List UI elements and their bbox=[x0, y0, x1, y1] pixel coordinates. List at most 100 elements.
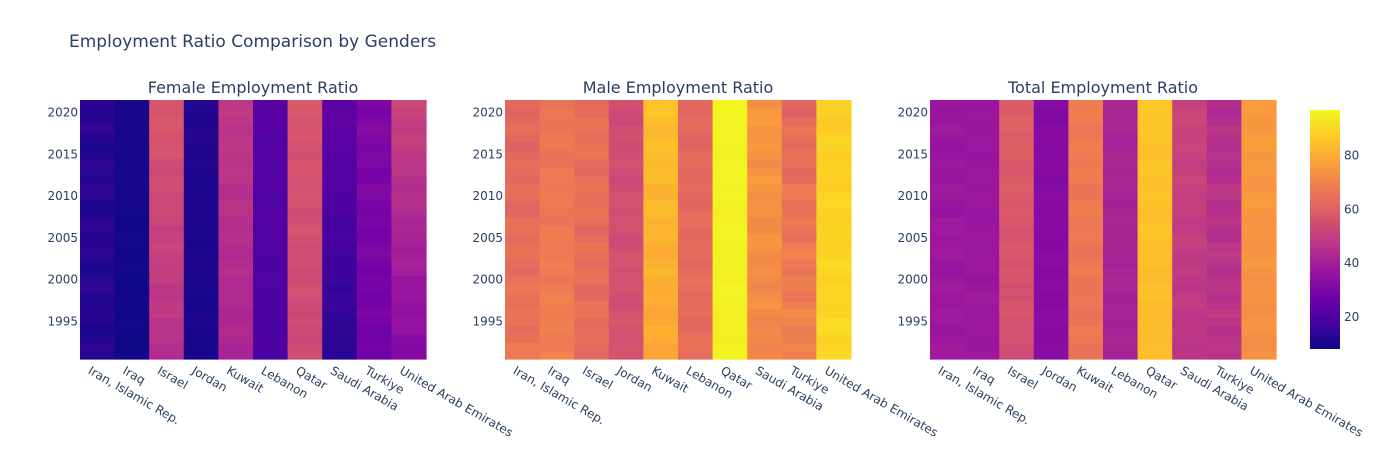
heatmap-cell bbox=[218, 158, 254, 168]
heatmap-cell bbox=[539, 200, 575, 210]
heatmap-cell bbox=[930, 258, 966, 268]
heatmap-cell bbox=[930, 292, 966, 302]
heatmap-cell bbox=[539, 300, 575, 310]
heatmap-cell bbox=[391, 216, 427, 226]
heatmap-cell bbox=[322, 175, 358, 185]
heatmap-cell bbox=[505, 283, 541, 293]
heatmap-cell bbox=[712, 300, 748, 310]
heatmap-cell bbox=[183, 258, 219, 268]
heatmap-cell bbox=[253, 275, 289, 285]
heatmap-cell bbox=[391, 183, 427, 193]
heatmap-cell bbox=[816, 283, 852, 293]
colorbar-tick-label: 80 bbox=[1344, 149, 1359, 163]
heatmap-cell bbox=[816, 258, 852, 268]
heatmap-cell bbox=[539, 183, 575, 193]
heatmap-cell bbox=[1206, 333, 1242, 343]
heatmap-cell bbox=[356, 191, 392, 201]
heatmap-cell bbox=[80, 308, 116, 318]
heatmap-cell bbox=[712, 283, 748, 293]
heatmap-cell bbox=[356, 275, 392, 285]
heatmap-cell bbox=[1241, 342, 1277, 352]
heatmap-cell bbox=[574, 208, 610, 218]
heatmap-cell bbox=[678, 183, 714, 193]
heatmap-cell bbox=[574, 292, 610, 302]
heatmap-cell bbox=[322, 125, 358, 135]
heatmap-cell bbox=[505, 108, 541, 118]
heatmap-cell bbox=[80, 150, 116, 160]
heatmap-cell bbox=[781, 216, 817, 226]
heatmap-cell bbox=[747, 150, 783, 160]
y-tick-label: 1995 bbox=[897, 314, 928, 328]
heatmap-cell bbox=[1172, 216, 1208, 226]
heatmap-cell bbox=[1103, 258, 1139, 268]
heatmap-cell bbox=[114, 267, 150, 277]
heatmap-cell bbox=[253, 267, 289, 277]
heatmap-cell bbox=[1241, 317, 1277, 327]
heatmap-cell bbox=[712, 208, 748, 218]
y-tick-label: 2020 bbox=[472, 106, 503, 120]
heatmap-cell bbox=[183, 175, 219, 185]
heatmap-cell bbox=[1206, 158, 1242, 168]
heatmap-cell bbox=[1103, 267, 1139, 277]
heatmap-cell bbox=[1206, 317, 1242, 327]
heatmap-cell bbox=[183, 216, 219, 226]
heatmap-cell bbox=[643, 175, 679, 185]
heatmap-cell bbox=[712, 225, 748, 235]
heatmap-cell bbox=[114, 317, 150, 327]
heatmap-cell bbox=[1241, 133, 1277, 143]
heatmap-cell bbox=[999, 275, 1035, 285]
heatmap-cell bbox=[1206, 216, 1242, 226]
heatmap-cell bbox=[781, 183, 817, 193]
heatmap-cell bbox=[747, 300, 783, 310]
heatmap-cell bbox=[1068, 317, 1104, 327]
heatmap-cell bbox=[114, 208, 150, 218]
y-tick-label: 2000 bbox=[47, 273, 78, 287]
heatmap-cell bbox=[322, 100, 358, 109]
heatmap-cell bbox=[149, 133, 185, 143]
heatmap-cell bbox=[816, 267, 852, 277]
heatmap-cell bbox=[999, 200, 1035, 210]
heatmap-cell bbox=[608, 100, 644, 109]
heatmap-cell bbox=[781, 133, 817, 143]
heatmap-cell bbox=[356, 250, 392, 260]
heatmap-cell bbox=[183, 267, 219, 277]
heatmap-cell bbox=[539, 116, 575, 126]
heatmap-cell bbox=[1103, 191, 1139, 201]
heatmap-cell bbox=[1137, 175, 1173, 185]
heatmap-cell bbox=[253, 333, 289, 343]
heatmap-cell bbox=[608, 242, 644, 251]
heatmap-cell bbox=[539, 208, 575, 218]
heatmap-cell bbox=[1103, 200, 1139, 210]
heatmap-cell bbox=[1172, 191, 1208, 201]
heatmap-cell bbox=[930, 191, 966, 201]
heatmap-cell bbox=[80, 317, 116, 327]
heatmap-cell bbox=[114, 100, 150, 109]
heatmap-cell bbox=[505, 325, 541, 335]
heatmap-cell bbox=[149, 333, 185, 343]
heatmap-cell bbox=[218, 342, 254, 352]
heatmap-cell bbox=[643, 233, 679, 243]
heatmap-cell bbox=[149, 233, 185, 243]
heatmap-cell bbox=[149, 216, 185, 226]
heatmap-cell bbox=[608, 116, 644, 126]
heatmap-cell bbox=[1103, 125, 1139, 135]
panel-title: Male Employment Ratio bbox=[583, 78, 774, 97]
heatmap-cell bbox=[999, 300, 1035, 310]
heatmap-cell bbox=[574, 116, 610, 126]
heatmap-cell bbox=[218, 191, 254, 201]
heatmap-cell bbox=[183, 100, 219, 109]
heatmap-cell bbox=[80, 300, 116, 310]
heatmap-cell bbox=[964, 183, 1000, 193]
heatmap-cell bbox=[678, 292, 714, 302]
heatmap-cell bbox=[505, 292, 541, 302]
heatmap-cell bbox=[1172, 133, 1208, 143]
heatmap-cell bbox=[574, 158, 610, 168]
heatmap-cell bbox=[747, 166, 783, 176]
heatmap-cell bbox=[391, 250, 427, 260]
heatmap-cell bbox=[930, 342, 966, 352]
heatmap-cell bbox=[574, 233, 610, 243]
heatmap-cell bbox=[287, 275, 323, 285]
heatmap-cell bbox=[781, 225, 817, 235]
heatmap-cell bbox=[816, 250, 852, 260]
